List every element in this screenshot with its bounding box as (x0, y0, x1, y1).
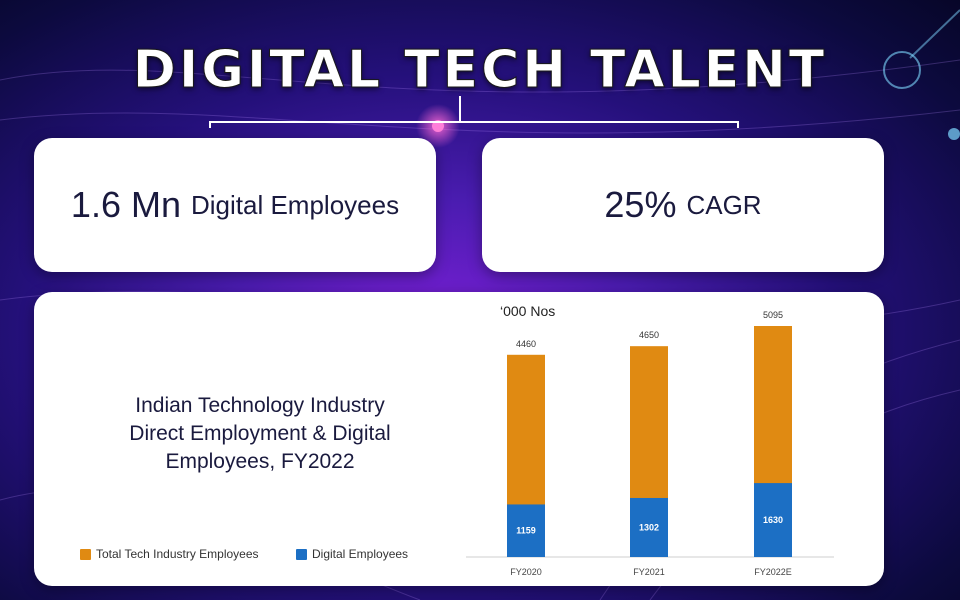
data-label-total: 4460 (516, 339, 536, 349)
unit-label: ‘000 Nos (500, 303, 555, 319)
legend-swatch-total (80, 548, 91, 560)
chart-description-line: Indian Technology Industry (135, 394, 385, 417)
stat-label: Digital Employees (190, 189, 400, 220)
bar-digital-FY2021 (630, 497, 668, 557)
chart-description-line: Employees, FY2022 (165, 450, 355, 473)
chart-description: Indian Technology Industry Direct Employ… (90, 392, 430, 476)
x-tick-label: FY2021 (633, 567, 665, 577)
bar-digital-FY2020 (507, 504, 545, 557)
chart-card: Indian Technology Industry Direct Employ… (34, 292, 884, 586)
legend-label-digital: Digital Employees (312, 547, 409, 561)
stat-card-cagr: 25% CAGR (482, 138, 884, 272)
legend-label-total: Total Tech Industry Employees (96, 547, 259, 561)
x-tick-label: FY2022E (754, 567, 792, 577)
data-label-total: 4650 (639, 330, 659, 340)
bar-chart: ‘000 Nos 4460 1159 FY2020 4650 1302 FY2021 509… (466, 303, 834, 577)
legend-item-total: Total Tech Industry Employees (80, 547, 259, 561)
stat-card-digital-employees: 1.6 Mn Digital Employees (34, 138, 436, 272)
stat-label: CAGR (686, 189, 762, 220)
x-tick-label: FY2020 (510, 567, 542, 577)
data-label-digital: 1630 (763, 515, 783, 525)
bar-digital-FY2022E (754, 483, 792, 557)
data-label-digital: 1302 (639, 522, 659, 532)
legend-swatch-digital (296, 548, 307, 560)
chart-description-line: Direct Employment & Digital (129, 422, 391, 445)
data-label-total: 5095 (763, 310, 783, 320)
stat-value: 25% (604, 184, 677, 225)
legend-item-digital: Digital Employees (296, 547, 408, 561)
data-label-digital: 1159 (516, 526, 536, 536)
page-title: DIGITAL TECH TALENT (132, 40, 828, 101)
stat-value: 1.6 Mn (70, 184, 181, 225)
